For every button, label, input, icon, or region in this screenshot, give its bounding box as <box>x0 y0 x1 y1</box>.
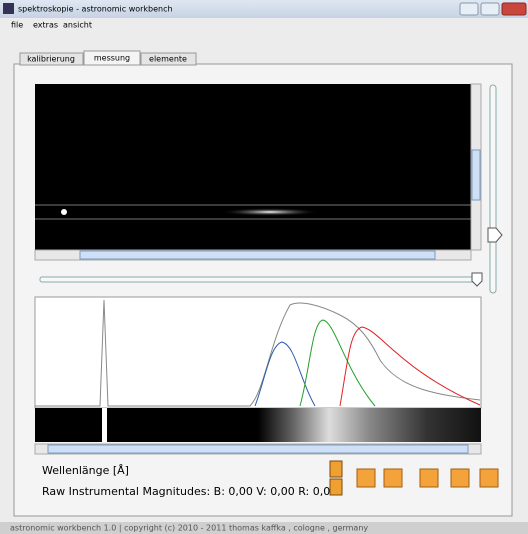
down-button[interactable] <box>330 479 342 495</box>
horizontal-slider[interactable] <box>40 277 480 282</box>
minimize-button[interactable] <box>460 3 478 15</box>
image-view <box>35 84 471 250</box>
wavelength-label: Wellenlänge [Å] <box>42 464 129 477</box>
window-title: spektroskopie - astronomic workbench <box>18 5 173 14</box>
maximize-button[interactable] <box>481 3 499 15</box>
scroll-thumb[interactable] <box>472 150 480 200</box>
tool-button[interactable] <box>384 469 402 487</box>
spectrum-strip <box>35 408 481 442</box>
camera-button[interactable] <box>451 469 469 487</box>
confirm-button[interactable] <box>480 469 498 487</box>
tab-label[interactable]: kalibrierung <box>27 55 75 64</box>
tool-button[interactable] <box>357 469 375 487</box>
up-button[interactable] <box>330 461 342 477</box>
reference-line <box>102 408 107 442</box>
menu-item[interactable]: ansicht <box>63 21 92 30</box>
tab-label[interactable]: elemente <box>149 55 187 64</box>
menu-item[interactable]: extras <box>33 21 58 30</box>
close-button[interactable] <box>502 3 526 15</box>
star <box>61 209 67 215</box>
app-icon <box>3 3 14 14</box>
spectrum-trace <box>220 208 320 216</box>
vertical-slider[interactable] <box>490 85 496 293</box>
app-window: spektroskopie - astronomic workbench fil… <box>0 0 528 534</box>
menu-item[interactable]: file <box>11 21 23 30</box>
tab-label[interactable]: messung <box>94 54 130 63</box>
scroll-thumb[interactable] <box>48 445 468 453</box>
magnitudes-label: Raw Instrumental Magnitudes: B: 0,00 V: … <box>42 485 337 498</box>
tool-button[interactable] <box>420 469 438 487</box>
scroll-thumb[interactable] <box>80 251 435 259</box>
status-text: astronomic workbench 1.0 | copyright (c)… <box>10 524 368 533</box>
